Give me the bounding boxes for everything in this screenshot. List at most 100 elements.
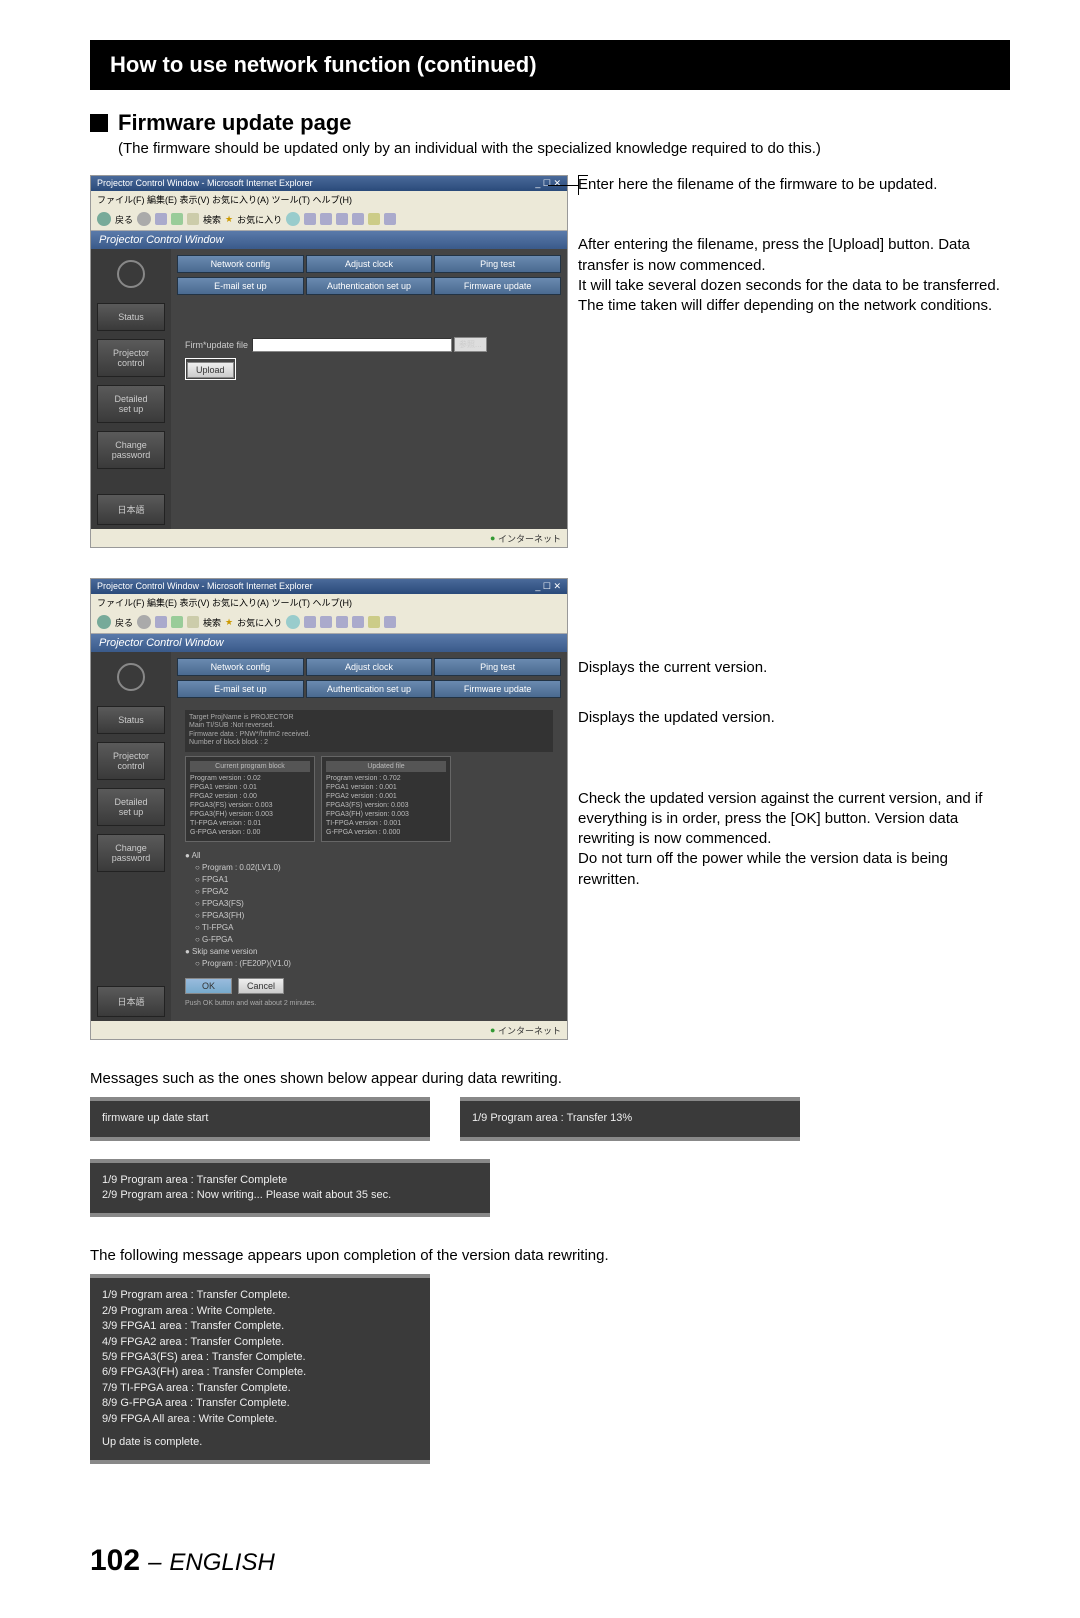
- section-bullet: [90, 114, 108, 132]
- msg-box-3: 1/9 Program area : Transfer Complete 2/9…: [90, 1159, 490, 1218]
- tab-ping[interactable]: Ping test: [434, 255, 561, 273]
- tb-icon-1: [304, 213, 316, 225]
- sidebar-status[interactable]: Status: [97, 303, 165, 331]
- tb-icon-3: [336, 213, 348, 225]
- tab-adjust[interactable]: Adjust clock: [306, 658, 433, 676]
- tb-icon-1: [304, 616, 316, 628]
- tab-auth[interactable]: Authentication set up: [306, 277, 433, 295]
- sidebar-change[interactable]: Change password: [97, 834, 165, 872]
- upload-button[interactable]: Upload: [187, 362, 234, 378]
- tab-firmware[interactable]: Firmware update: [434, 680, 561, 698]
- section-title: Firmware update page: [118, 110, 352, 136]
- pcw-title-2: Projector Control Window: [91, 634, 567, 652]
- page-number: 102: [90, 1544, 140, 1578]
- sidebar-projector[interactable]: Projector control: [97, 742, 165, 780]
- sidebar-detailed[interactable]: Detailed set up: [97, 385, 165, 423]
- screenshot-1: Projector Control Window - Microsoft Int…: [90, 175, 568, 548]
- status-internet-2: インターネット: [498, 1024, 561, 1037]
- tb-icon-4: [352, 616, 364, 628]
- sidebar-jp[interactable]: 日本語: [97, 986, 165, 1017]
- callout-5: Check the updated version against the cu…: [578, 789, 1010, 890]
- firmware-file-input[interactable]: [252, 338, 452, 352]
- window-controls-2: _ ☐ ✕: [535, 581, 561, 592]
- tb-icon-2: [320, 616, 332, 628]
- sidebar-jp[interactable]: 日本語: [97, 494, 165, 525]
- tab-network[interactable]: Network config: [177, 658, 304, 676]
- msg-box-2: 1/9 Program area : Transfer 13%: [460, 1097, 800, 1140]
- section-subtitle: (The firmware should be updated only by …: [118, 140, 1010, 157]
- sidebar: Status Projector control Detailed set up…: [91, 249, 171, 529]
- body-text-1: Messages such as the ones shown below ap…: [90, 1070, 1010, 1087]
- tb-icon-5: [368, 213, 380, 225]
- sidebar-change[interactable]: Change password: [97, 431, 165, 469]
- cancel-button[interactable]: Cancel: [238, 978, 284, 994]
- sidebar-detailed[interactable]: Detailed set up: [97, 788, 165, 826]
- ie-menubar: ファイル(F) 編集(E) 表示(V) お気に入り(A) ツール(T) ヘルプ(…: [91, 191, 567, 208]
- logo-icon: [117, 663, 145, 691]
- ie-toolbar-2: 戻る 検索 ★ お気に入り: [91, 611, 567, 634]
- fav-label: お気に入り: [237, 213, 282, 226]
- search-label: 検索: [203, 213, 221, 226]
- msg-box-1: firmware up date start: [90, 1097, 430, 1140]
- status-internet: インターネット: [498, 532, 561, 545]
- radio-options[interactable]: ● All ○ Program : 0.02(LV1.0) ○ FPGA1 ○ …: [185, 850, 553, 970]
- tab-auth[interactable]: Authentication set up: [306, 680, 433, 698]
- page-header: How to use network function (continued): [90, 40, 1010, 90]
- updated-version-box: Updated file Program version : 0.702 FPG…: [321, 756, 451, 843]
- msg-box-complete: 1/9 Program area : Transfer Complete. 2/…: [90, 1274, 430, 1464]
- tab-firmware[interactable]: Firmware update: [434, 277, 561, 295]
- back-icon: [97, 615, 111, 629]
- page-dash: –: [148, 1549, 161, 1577]
- sidebar-2: Status Projector control Detailed set up…: [91, 652, 171, 1021]
- refresh-icon: [171, 616, 183, 628]
- ie-title: Projector Control Window - Microsoft Int…: [97, 178, 313, 189]
- tb-icon-6: [384, 616, 396, 628]
- forward-icon: [137, 615, 151, 629]
- refresh-icon: [171, 213, 183, 225]
- sidebar-status[interactable]: Status: [97, 706, 165, 734]
- home-icon: [187, 616, 199, 628]
- stop-icon: [155, 213, 167, 225]
- nav-back: 戻る: [115, 213, 133, 226]
- current-version-box: Current program block Program version : …: [185, 756, 315, 843]
- logo-icon: [117, 260, 145, 288]
- info-block: Target ProjName is PROJECTOR Main TI/SUB…: [185, 710, 553, 752]
- sidebar-projector[interactable]: Projector control: [97, 339, 165, 377]
- home-icon: [187, 213, 199, 225]
- tb-icon-5: [368, 616, 380, 628]
- fav-label-2: お気に入り: [237, 616, 282, 629]
- ok-button[interactable]: OK: [185, 978, 232, 994]
- callout-4: Displays the updated version.: [578, 708, 1010, 728]
- tb-icon-6: [384, 213, 396, 225]
- tab-email[interactable]: E-mail set up: [177, 277, 304, 295]
- back-icon: [97, 212, 111, 226]
- search-label-2: 検索: [203, 616, 221, 629]
- tab-network[interactable]: Network config: [177, 255, 304, 273]
- ie-titlebar-2: Projector Control Window - Microsoft Int…: [91, 579, 567, 594]
- pcw-title: Projector Control Window: [91, 231, 567, 249]
- callout-2: After entering the filename, press the […: [578, 235, 1010, 316]
- ie-menubar-2: ファイル(F) 編集(E) 表示(V) お気に入り(A) ツール(T) ヘルプ(…: [91, 594, 567, 611]
- ie-toolbar: 戻る 検索 ★ お気に入り: [91, 208, 567, 231]
- media-icon: [286, 615, 300, 629]
- ie-statusbar-2: ● インターネット: [91, 1021, 567, 1039]
- footer-msg: Push OK button and wait about 2 minutes.: [185, 1000, 553, 1007]
- file-field-label: Firm*update file: [185, 340, 248, 350]
- nav-back-2: 戻る: [115, 616, 133, 629]
- browse-button[interactable]: 参照...: [454, 337, 487, 352]
- callout-1: Enter here the filename of the firmware …: [578, 175, 1010, 195]
- ie-statusbar: ● インターネット: [91, 529, 567, 547]
- page-lang: ENGLISH: [169, 1549, 274, 1577]
- stop-icon: [155, 616, 167, 628]
- tab-ping[interactable]: Ping test: [434, 658, 561, 676]
- ie-title-2: Projector Control Window - Microsoft Int…: [97, 581, 313, 592]
- tab-email[interactable]: E-mail set up: [177, 680, 304, 698]
- ie-titlebar: Projector Control Window - Microsoft Int…: [91, 176, 567, 191]
- tb-icon-4: [352, 213, 364, 225]
- media-icon: [286, 212, 300, 226]
- tb-icon-3: [336, 616, 348, 628]
- tab-adjust[interactable]: Adjust clock: [306, 255, 433, 273]
- body-text-2: The following message appears upon compl…: [90, 1247, 1010, 1264]
- callout-3: Displays the current version.: [578, 658, 1010, 678]
- window-controls: _ ☐ ✕: [535, 178, 561, 189]
